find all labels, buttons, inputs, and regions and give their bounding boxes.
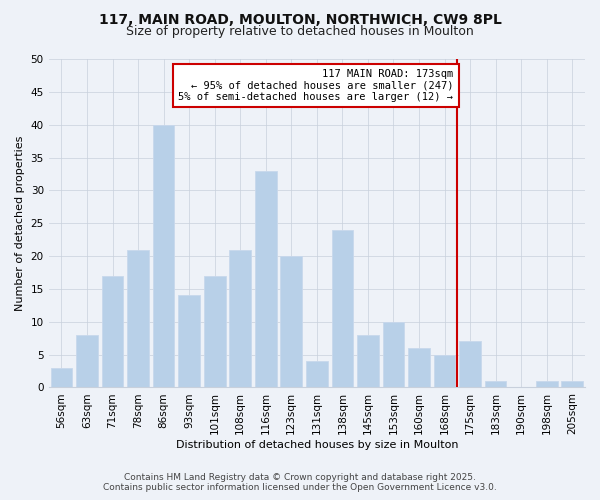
Bar [459,342,481,388]
X-axis label: Distribution of detached houses by size in Moulton: Distribution of detached houses by size … [176,440,458,450]
Text: Contains HM Land Registry data © Crown copyright and database right 2025.
Contai: Contains HM Land Registry data © Crown c… [103,473,497,492]
Bar [76,335,98,388]
Bar [229,250,251,388]
Bar [562,381,583,388]
Bar [536,381,557,388]
Text: Size of property relative to detached houses in Moulton: Size of property relative to detached ho… [126,25,474,38]
Bar [204,276,226,388]
Y-axis label: Number of detached properties: Number of detached properties [15,136,25,311]
Bar [408,348,430,388]
Bar [178,296,200,388]
Bar [485,381,506,388]
Bar [332,230,353,388]
Text: 117, MAIN ROAD, MOULTON, NORTHWICH, CW9 8PL: 117, MAIN ROAD, MOULTON, NORTHWICH, CW9 … [98,12,502,26]
Bar [127,250,149,388]
Bar [50,368,72,388]
Bar [306,361,328,388]
Text: 117 MAIN ROAD: 173sqm
← 95% of detached houses are smaller (247)
5% of semi-deta: 117 MAIN ROAD: 173sqm ← 95% of detached … [178,69,454,102]
Bar [101,276,124,388]
Bar [434,354,455,388]
Bar [255,170,277,388]
Bar [357,335,379,388]
Bar [280,256,302,388]
Bar [153,124,175,388]
Bar [383,322,404,388]
